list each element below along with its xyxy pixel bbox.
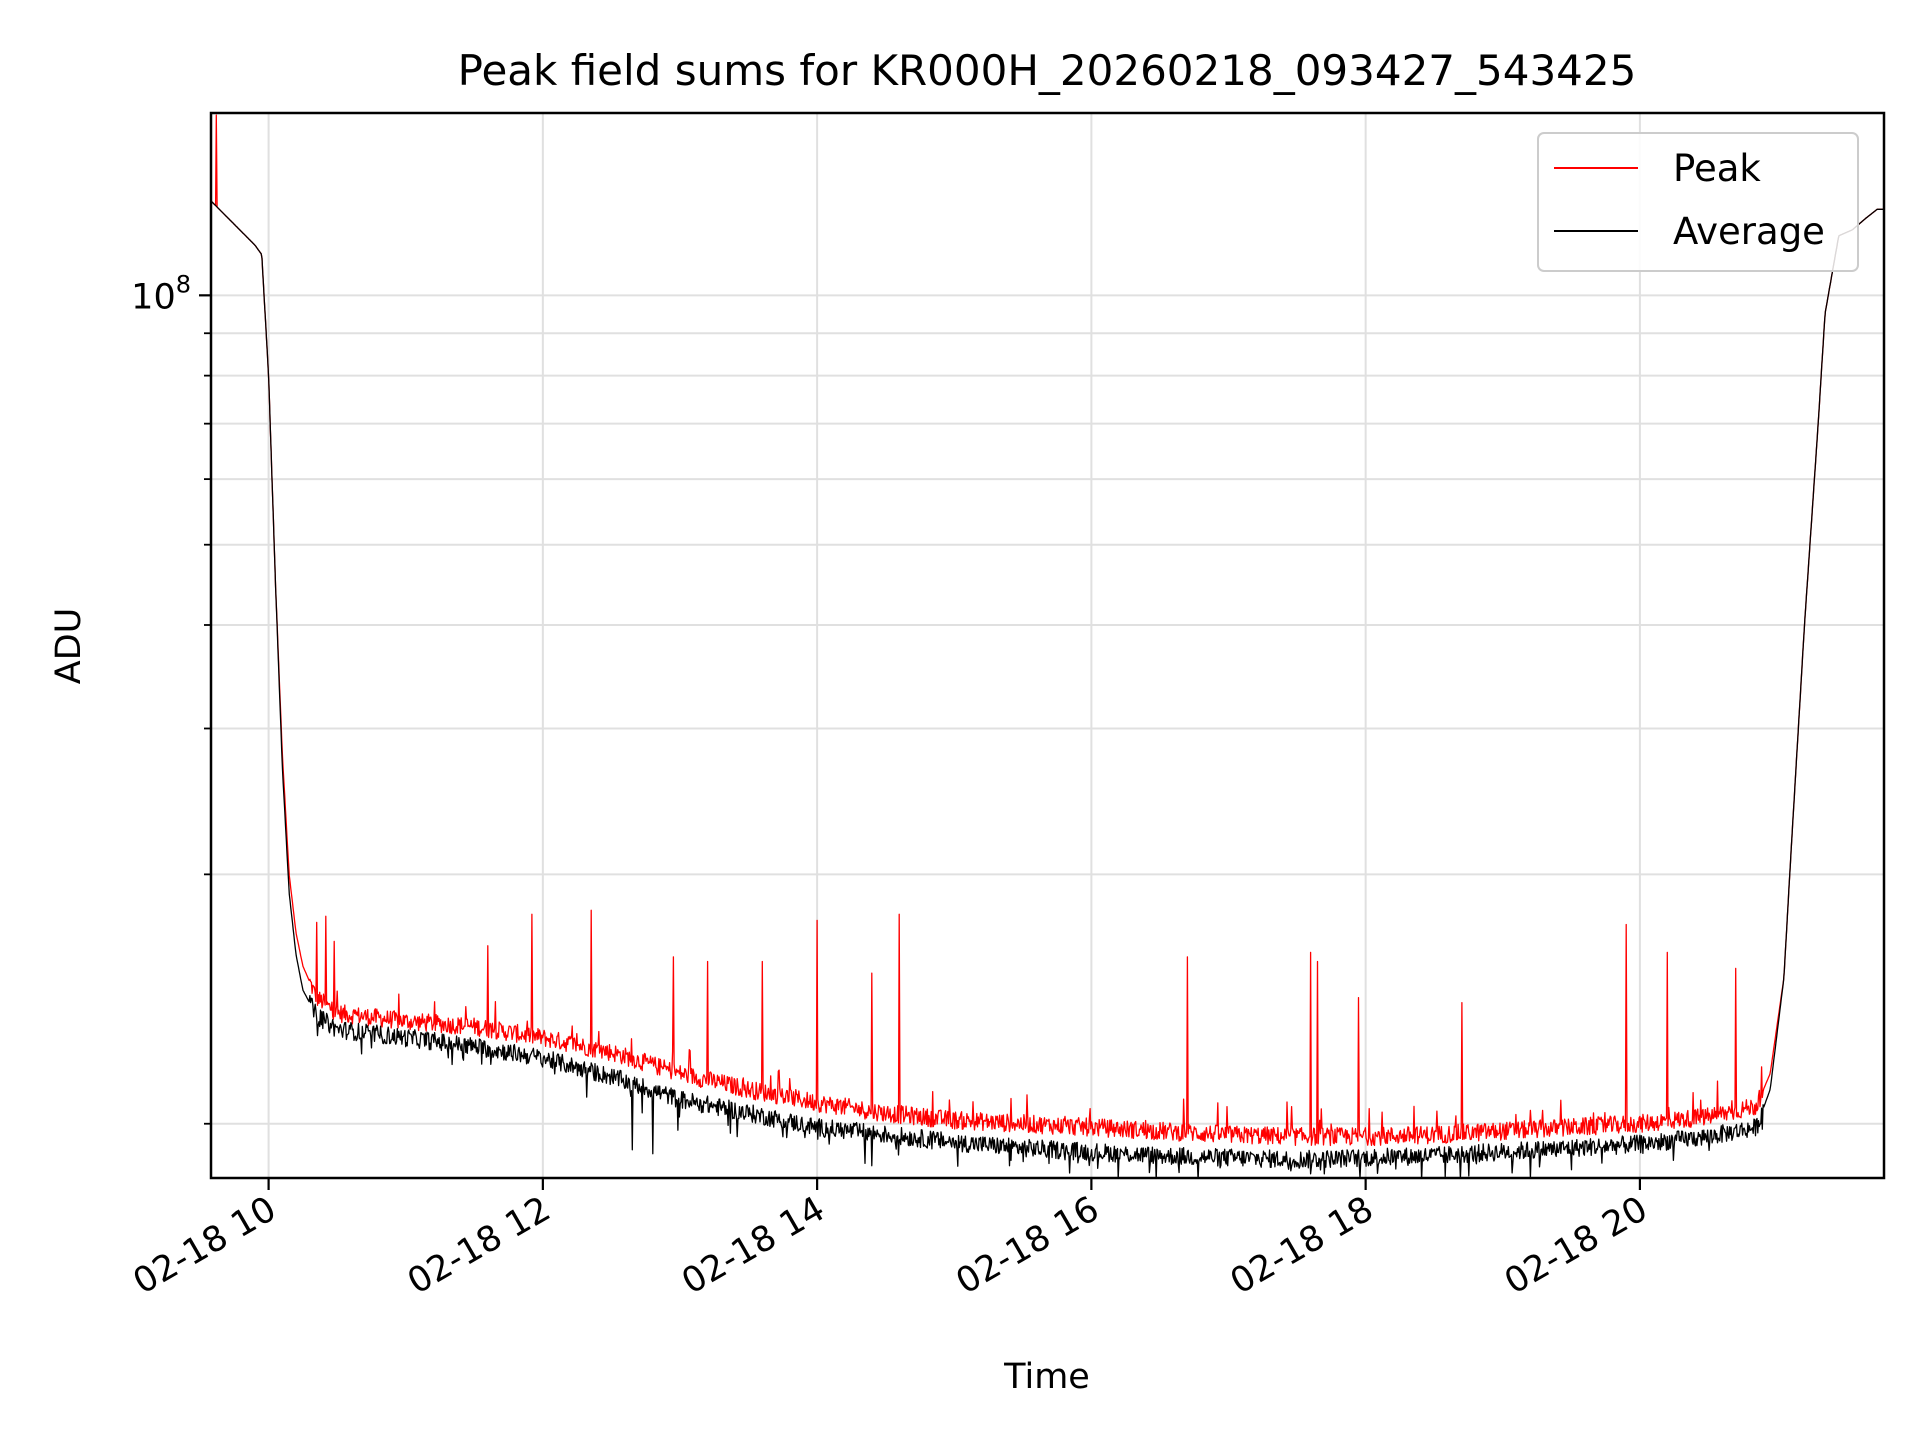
y-axis: 108 [131,270,211,1125]
plot-frame [209,111,1886,1180]
legend-average-label: Average [1673,210,1825,253]
legend-peak-label: Peak [1673,147,1761,190]
y-tick-label: 108 [131,270,191,317]
series-layer [211,114,1884,1178]
legend: Peak Average [1537,132,1859,272]
x-axis-label: Time [1003,1357,1090,1397]
y-axis-label: ADU [49,608,89,685]
average-series-line [211,200,1884,1178]
peak-series-line [211,114,1884,1147]
chart-title: Peak field sums for KR000H_20260218_0934… [458,46,1637,95]
grid [211,113,1884,1178]
